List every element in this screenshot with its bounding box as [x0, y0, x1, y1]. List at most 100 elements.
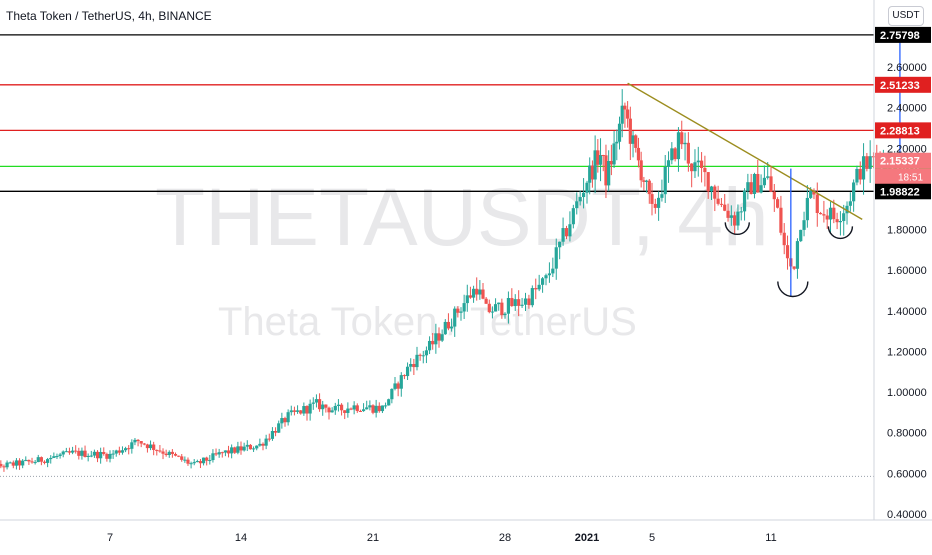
candle-94 [270, 431, 275, 439]
x-tick-label-6: 11 [765, 532, 776, 544]
watermark-ticker: THETAUSDT, 4h [155, 172, 769, 263]
candle-152 [453, 308, 457, 327]
candle-45 [117, 450, 121, 453]
candle-115 [336, 404, 341, 406]
candle-207 [626, 109, 630, 119]
candle-139 [412, 363, 416, 368]
candle-121 [355, 405, 359, 411]
currency-button[interactable]: USDT [888, 6, 924, 26]
candle-90 [258, 443, 262, 446]
candle-68 [189, 463, 193, 465]
pattern-arc-left[interactable] [724, 222, 750, 236]
countdown-bg [875, 168, 931, 184]
candle-174 [523, 298, 528, 305]
candle-208 [628, 118, 632, 144]
candle-147 [437, 333, 441, 341]
candle-28 [64, 451, 68, 453]
candle-13 [17, 460, 22, 466]
candle-130 [383, 405, 388, 407]
candle-34 [83, 450, 87, 458]
price-line-label-0: 2.75798 [880, 30, 920, 42]
y-tick-label-3: 1.00000 [887, 387, 927, 399]
candle-106 [308, 403, 312, 414]
y-tick-label-6: 1.60000 [887, 265, 927, 277]
candle-274 [842, 213, 846, 222]
candle-22 [46, 459, 50, 463]
candle-151 [449, 326, 454, 329]
candle-269 [825, 215, 829, 220]
candle-69 [192, 462, 196, 464]
candle-102 [295, 410, 300, 412]
current-price-label-bg [875, 152, 931, 169]
candle-196 [596, 150, 600, 165]
candle-215 [647, 180, 651, 195]
candle-158 [471, 288, 476, 298]
candle-57 [155, 449, 159, 451]
candle-48 [127, 448, 131, 450]
x-tick-label-0: 7 [107, 532, 113, 544]
pattern-arc-head[interactable] [777, 281, 809, 298]
candle-124 [365, 407, 369, 410]
candle-277 [852, 182, 856, 202]
candle-210 [634, 135, 638, 148]
candle-56 [152, 444, 156, 450]
candle-15 [24, 459, 28, 461]
candle-187 [568, 224, 572, 237]
candle-148 [440, 334, 444, 341]
candle-197 [598, 155, 603, 165]
candle-222 [670, 148, 674, 161]
candle-182 [551, 268, 555, 274]
candle-95 [273, 431, 278, 433]
candle-185 [561, 228, 565, 242]
candle-149 [443, 321, 447, 335]
candle-105 [305, 406, 309, 414]
candle-189 [575, 201, 579, 209]
candle-166 [497, 302, 501, 305]
candle-262 [802, 220, 806, 230]
candle-223 [673, 148, 677, 160]
candle-17 [30, 461, 34, 463]
candle-44 [114, 450, 118, 454]
candle-140 [415, 354, 419, 368]
candle-33 [80, 450, 84, 456]
candle-180 [544, 275, 548, 279]
trendline[interactable] [627, 82, 863, 220]
candle-241 [733, 215, 737, 226]
candle-19 [36, 457, 40, 463]
candle-193 [588, 165, 592, 183]
candle-73 [205, 457, 209, 461]
candle-212 [639, 160, 643, 181]
candle-226 [683, 142, 687, 145]
candle-282 [868, 156, 872, 169]
candle-268 [822, 214, 826, 216]
candle-243 [739, 211, 743, 213]
candle-227 [686, 142, 690, 164]
candle-77 [217, 452, 221, 455]
candle-165 [493, 304, 498, 312]
candle-39 [99, 451, 103, 459]
candle-100 [289, 410, 293, 413]
candle-143 [424, 350, 429, 356]
candle-183 [554, 247, 558, 269]
x-tick-label-2: 21 [367, 532, 379, 544]
candle-41 [105, 454, 109, 459]
candle-26 [58, 454, 62, 457]
candle-272 [835, 219, 839, 223]
candle-60 [164, 453, 168, 456]
price-line-label-4-bg [875, 183, 931, 200]
candle-203 [615, 141, 619, 144]
x-tick-label-1: 14 [235, 532, 247, 544]
pattern-arc-right[interactable] [827, 226, 854, 240]
candle-247 [752, 173, 757, 194]
candle-239 [726, 210, 730, 218]
candle-251 [766, 176, 770, 178]
candle-98 [283, 418, 287, 423]
candle-75 [211, 453, 215, 461]
candle-131 [387, 399, 391, 406]
candle-12 [14, 460, 19, 466]
x-tick-label-4: 2021 [575, 532, 599, 544]
y-tick-label-9: 2.20000 [887, 143, 927, 155]
candle-132 [390, 388, 394, 400]
